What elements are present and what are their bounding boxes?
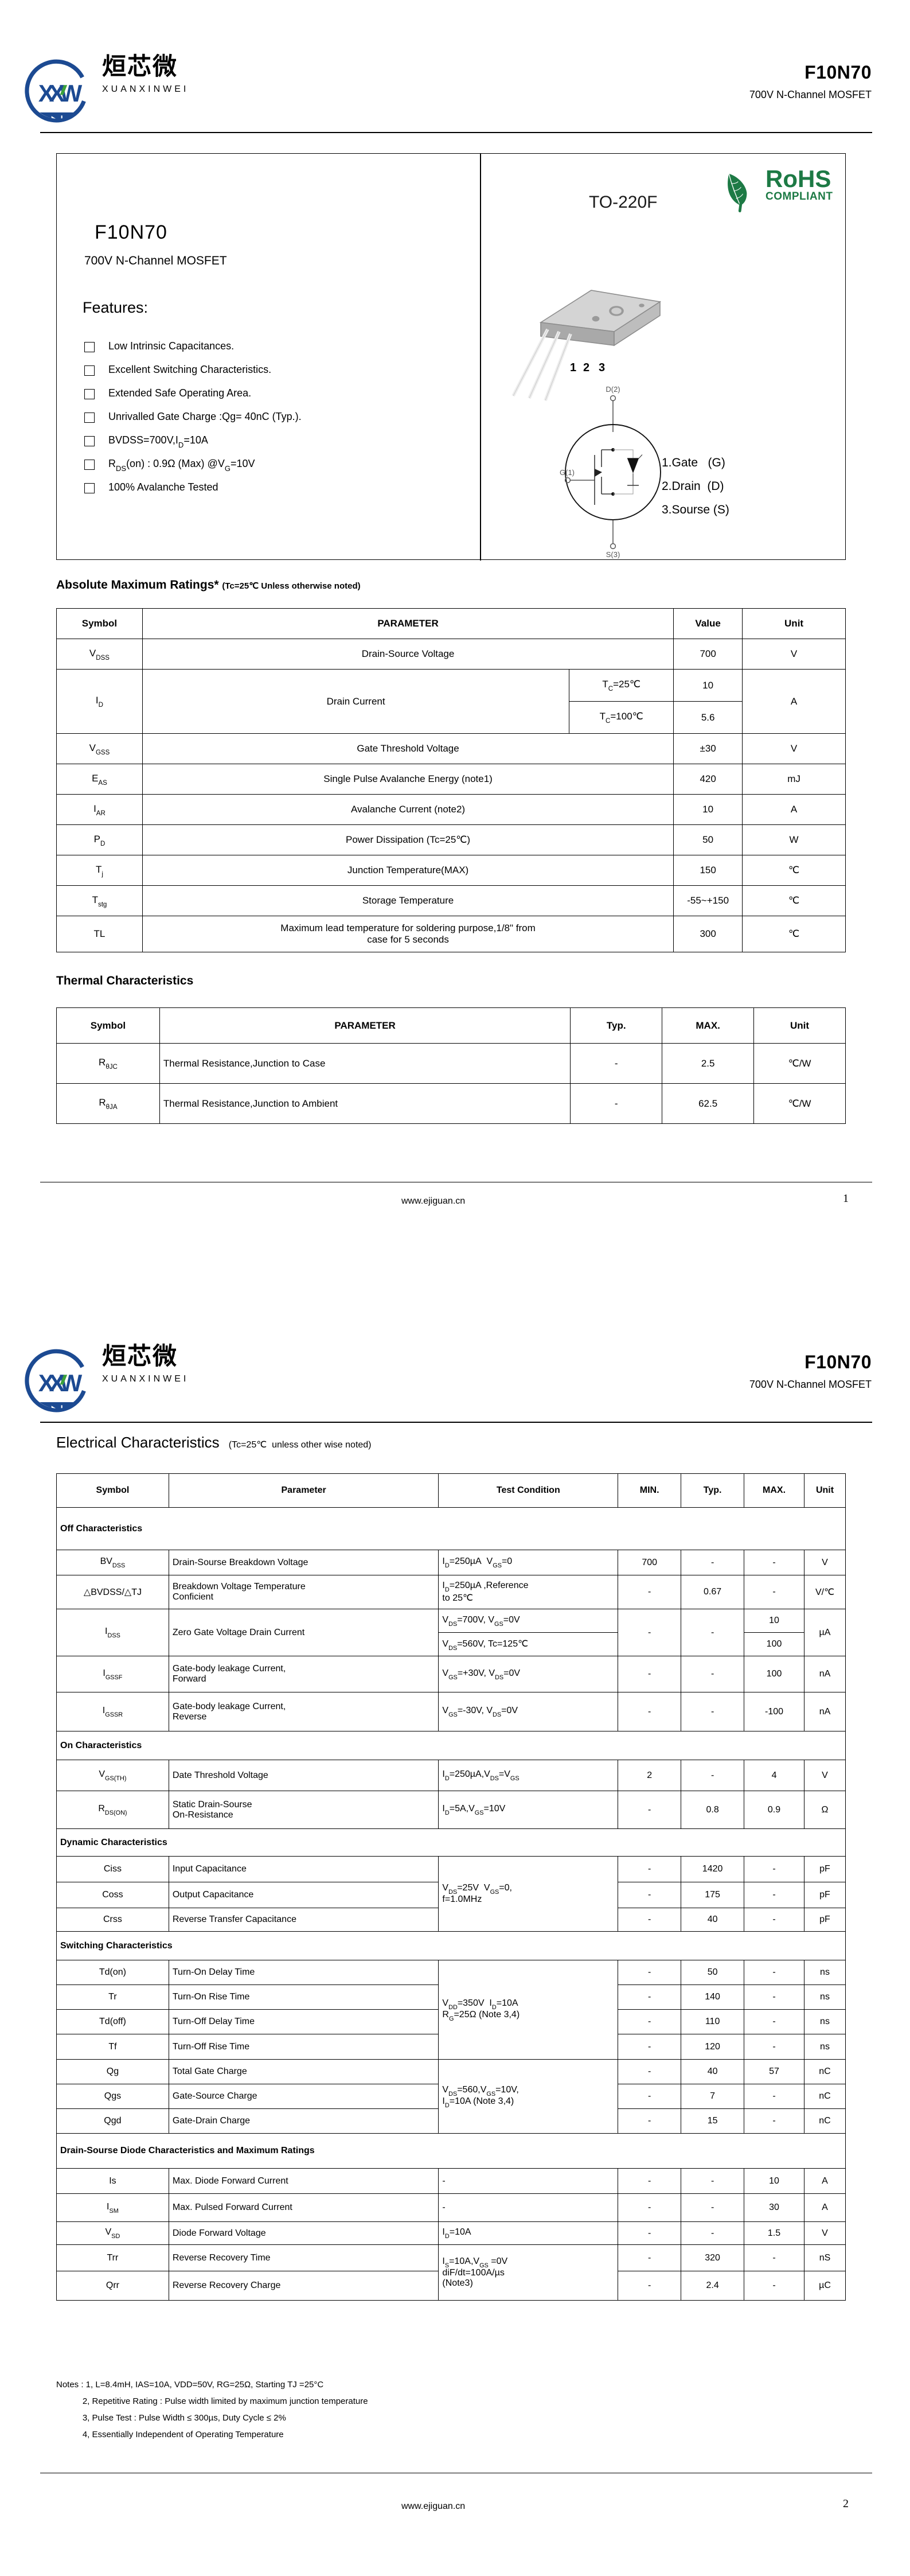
svg-text:S(3): S(3)	[606, 550, 620, 559]
svg-text:G(1): G(1)	[560, 468, 575, 477]
svg-text:RoHS: RoHS	[766, 165, 831, 192]
svg-text:D(2): D(2)	[606, 385, 620, 394]
svg-text:COMPLIANT: COMPLIANT	[766, 190, 833, 203]
